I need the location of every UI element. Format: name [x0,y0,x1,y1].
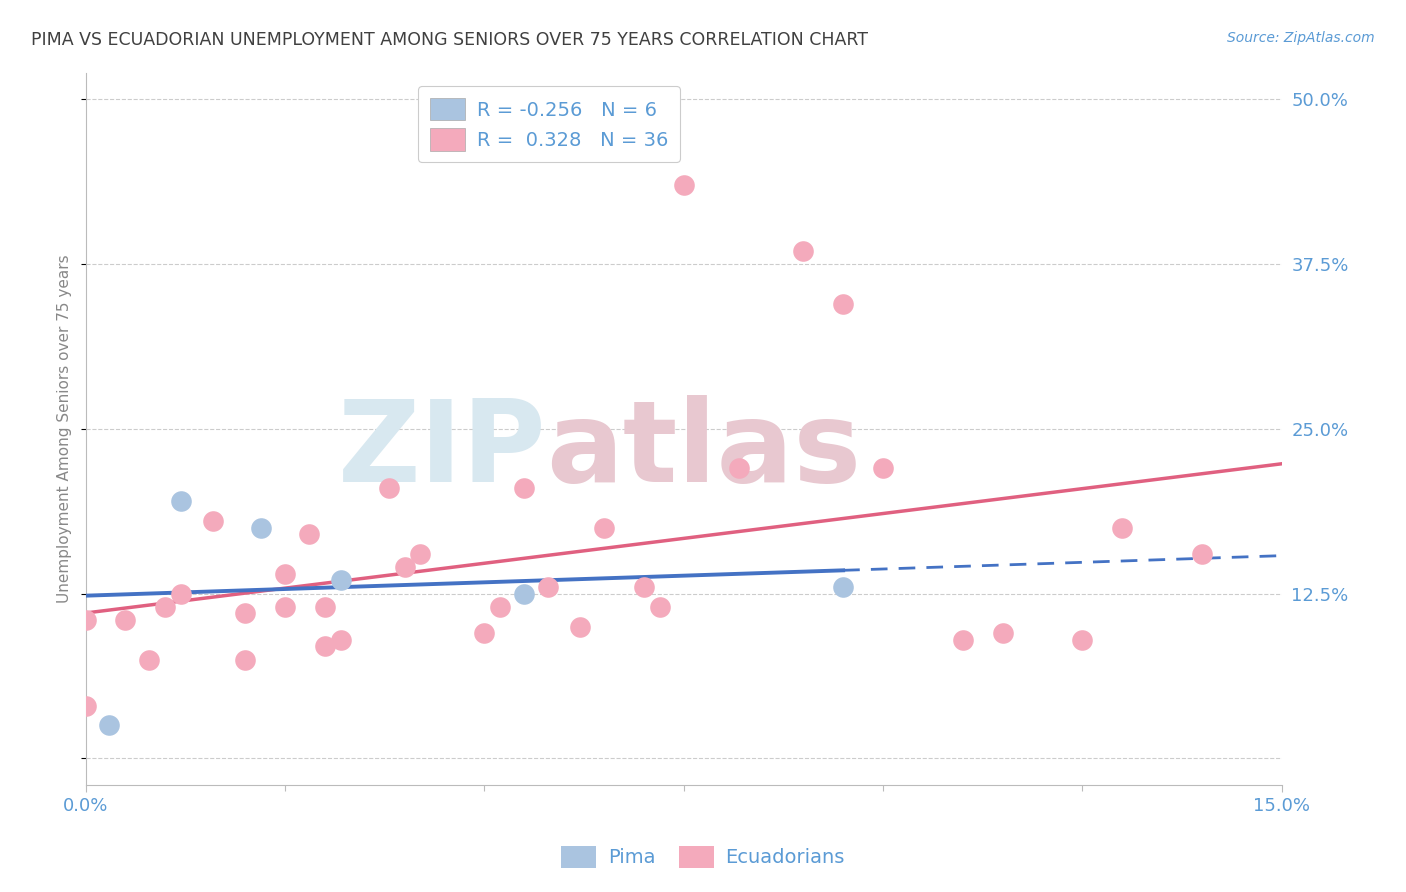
Text: PIMA VS ECUADORIAN UNEMPLOYMENT AMONG SENIORS OVER 75 YEARS CORRELATION CHART: PIMA VS ECUADORIAN UNEMPLOYMENT AMONG SE… [31,31,868,49]
Point [329,574,352,588]
Point [75,613,97,627]
Point [513,587,536,601]
Point [377,481,399,495]
Point [872,461,894,475]
Text: Source: ZipAtlas.com: Source: ZipAtlas.com [1227,31,1375,45]
Point [170,587,193,601]
Text: ZIP: ZIP [337,395,546,506]
Point [98,718,121,732]
Point [1071,632,1094,647]
Legend: Pima, Ecuadorians: Pima, Ecuadorians [551,836,855,878]
Point [298,527,321,541]
Point [633,580,655,594]
Point [75,698,97,713]
Point [233,607,256,621]
Legend: R = -0.256   N = 6, R =  0.328   N = 36: R = -0.256 N = 6, R = 0.328 N = 36 [418,87,679,162]
Point [1111,521,1133,535]
Point [991,626,1014,640]
Point [513,481,536,495]
Point [832,580,855,594]
Point [274,566,297,581]
Point [1191,547,1213,561]
Point [792,244,814,258]
Point [114,613,136,627]
Point [472,626,495,640]
Point [170,494,193,508]
Point [233,652,256,666]
Point [832,296,855,310]
Point [250,521,273,535]
Point [672,178,695,192]
Point [394,560,416,574]
Point [537,580,560,594]
Point [952,632,974,647]
Point [489,599,512,614]
Point [314,599,336,614]
Point [202,514,225,528]
Point [138,652,160,666]
Point [329,632,352,647]
Point [728,461,751,475]
Point [648,599,671,614]
Point [155,599,177,614]
Point [592,521,614,535]
Y-axis label: Unemployment Among Seniors over 75 years: Unemployment Among Seniors over 75 years [58,254,72,603]
Text: atlas: atlas [546,395,862,506]
Point [568,619,591,633]
Point [409,547,432,561]
Point [274,599,297,614]
Point [314,640,336,654]
